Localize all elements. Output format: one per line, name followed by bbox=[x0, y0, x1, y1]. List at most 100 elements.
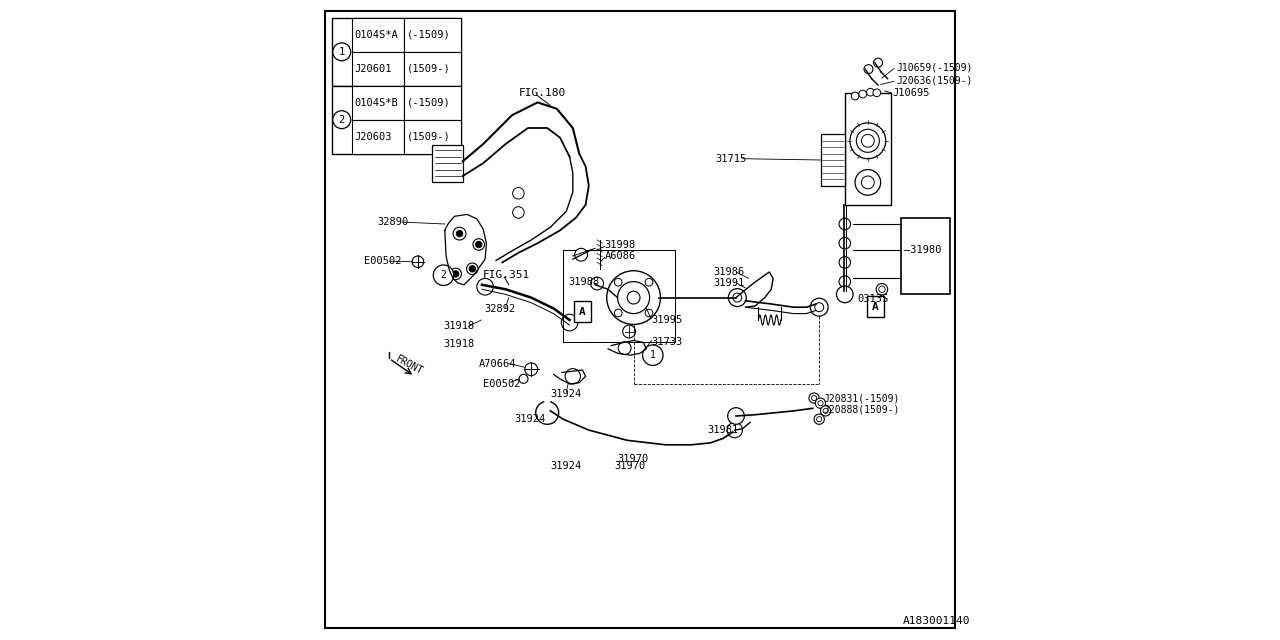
Bar bbox=[563, 250, 676, 342]
Circle shape bbox=[645, 278, 653, 286]
Bar bbox=[901, 218, 950, 294]
Circle shape bbox=[861, 176, 874, 189]
Circle shape bbox=[566, 369, 580, 384]
Text: 31924: 31924 bbox=[550, 461, 581, 471]
Bar bbox=[845, 93, 891, 205]
Text: 0313S: 0313S bbox=[858, 294, 888, 304]
Text: 31733: 31733 bbox=[652, 337, 682, 348]
Circle shape bbox=[457, 230, 463, 237]
Text: J20831(-1509): J20831(-1509) bbox=[824, 393, 900, 403]
Circle shape bbox=[867, 88, 874, 96]
Circle shape bbox=[727, 408, 745, 424]
Text: J10659(-1509): J10659(-1509) bbox=[896, 62, 973, 72]
Circle shape bbox=[837, 286, 854, 303]
Text: 2: 2 bbox=[339, 115, 344, 125]
Circle shape bbox=[876, 284, 888, 295]
Text: E00502: E00502 bbox=[484, 379, 521, 389]
Circle shape bbox=[333, 43, 351, 61]
Bar bbox=[332, 86, 461, 154]
Circle shape bbox=[623, 325, 635, 338]
Circle shape bbox=[520, 374, 529, 383]
Circle shape bbox=[333, 111, 351, 129]
Text: 31981: 31981 bbox=[708, 425, 739, 435]
Text: (-1509): (-1509) bbox=[407, 98, 451, 108]
Bar bbox=[822, 134, 845, 186]
Circle shape bbox=[810, 298, 828, 316]
Text: J20636(1509-): J20636(1509-) bbox=[896, 75, 973, 85]
Text: (1509-): (1509-) bbox=[407, 132, 451, 141]
Circle shape bbox=[512, 188, 525, 199]
Circle shape bbox=[470, 266, 476, 272]
Bar bbox=[404, 18, 461, 52]
Circle shape bbox=[451, 268, 462, 280]
Circle shape bbox=[815, 398, 826, 408]
Text: 31970: 31970 bbox=[618, 454, 649, 464]
Circle shape bbox=[856, 129, 879, 152]
Bar bbox=[404, 52, 461, 86]
Text: FIG.180: FIG.180 bbox=[518, 88, 566, 98]
Text: (-1509): (-1509) bbox=[407, 30, 451, 40]
Circle shape bbox=[607, 271, 660, 324]
Circle shape bbox=[476, 241, 483, 248]
Text: 31998: 31998 bbox=[604, 240, 636, 250]
Text: FRONT: FRONT bbox=[394, 353, 424, 376]
Text: FIG.351: FIG.351 bbox=[484, 270, 530, 280]
Text: 0104S*A: 0104S*A bbox=[355, 30, 398, 40]
Circle shape bbox=[840, 276, 850, 287]
Circle shape bbox=[643, 345, 663, 365]
Bar bbox=[563, 250, 676, 342]
Text: 1: 1 bbox=[650, 350, 655, 360]
Circle shape bbox=[614, 278, 622, 286]
Text: 1: 1 bbox=[339, 47, 344, 57]
Bar bbox=[332, 18, 461, 86]
Circle shape bbox=[861, 134, 874, 147]
Text: J20888(1509-): J20888(1509-) bbox=[824, 404, 900, 415]
Circle shape bbox=[732, 293, 742, 302]
Text: 31715: 31715 bbox=[716, 154, 746, 164]
Circle shape bbox=[850, 123, 886, 159]
Text: 31991: 31991 bbox=[714, 278, 745, 288]
Text: (1509-): (1509-) bbox=[407, 64, 451, 74]
Circle shape bbox=[851, 92, 859, 100]
Circle shape bbox=[453, 227, 466, 240]
Circle shape bbox=[728, 289, 746, 307]
Text: A: A bbox=[872, 301, 879, 312]
Bar bbox=[404, 86, 461, 120]
Circle shape bbox=[873, 58, 883, 67]
Circle shape bbox=[525, 363, 538, 376]
Text: 31924: 31924 bbox=[550, 388, 581, 399]
Bar bbox=[575, 301, 591, 322]
Circle shape bbox=[618, 342, 631, 355]
Circle shape bbox=[809, 393, 819, 403]
Text: 31918: 31918 bbox=[443, 339, 474, 349]
Circle shape bbox=[864, 65, 873, 74]
Text: J20601: J20601 bbox=[355, 64, 392, 74]
Bar bbox=[433, 145, 463, 182]
Circle shape bbox=[477, 278, 494, 295]
Circle shape bbox=[627, 291, 640, 304]
Text: A183001140: A183001140 bbox=[902, 616, 970, 626]
Circle shape bbox=[859, 90, 867, 98]
Circle shape bbox=[814, 414, 824, 424]
Text: J20603: J20603 bbox=[355, 132, 392, 141]
Circle shape bbox=[817, 417, 822, 422]
Text: J10695: J10695 bbox=[893, 88, 931, 98]
Circle shape bbox=[818, 401, 823, 406]
Text: —31980: —31980 bbox=[904, 244, 941, 255]
Circle shape bbox=[561, 314, 579, 331]
Circle shape bbox=[727, 422, 742, 438]
Text: 31970: 31970 bbox=[614, 461, 645, 471]
Circle shape bbox=[823, 408, 828, 413]
Circle shape bbox=[618, 282, 650, 314]
Text: A70664: A70664 bbox=[479, 358, 516, 369]
Bar bbox=[868, 296, 884, 317]
Circle shape bbox=[645, 309, 653, 317]
Circle shape bbox=[575, 248, 588, 261]
Text: 31924: 31924 bbox=[513, 414, 545, 424]
Text: 32890: 32890 bbox=[378, 217, 408, 227]
Text: 31995: 31995 bbox=[652, 315, 682, 325]
Text: 31988: 31988 bbox=[568, 276, 599, 287]
Circle shape bbox=[855, 170, 881, 195]
Bar bbox=[352, 18, 404, 52]
Bar bbox=[352, 52, 404, 86]
